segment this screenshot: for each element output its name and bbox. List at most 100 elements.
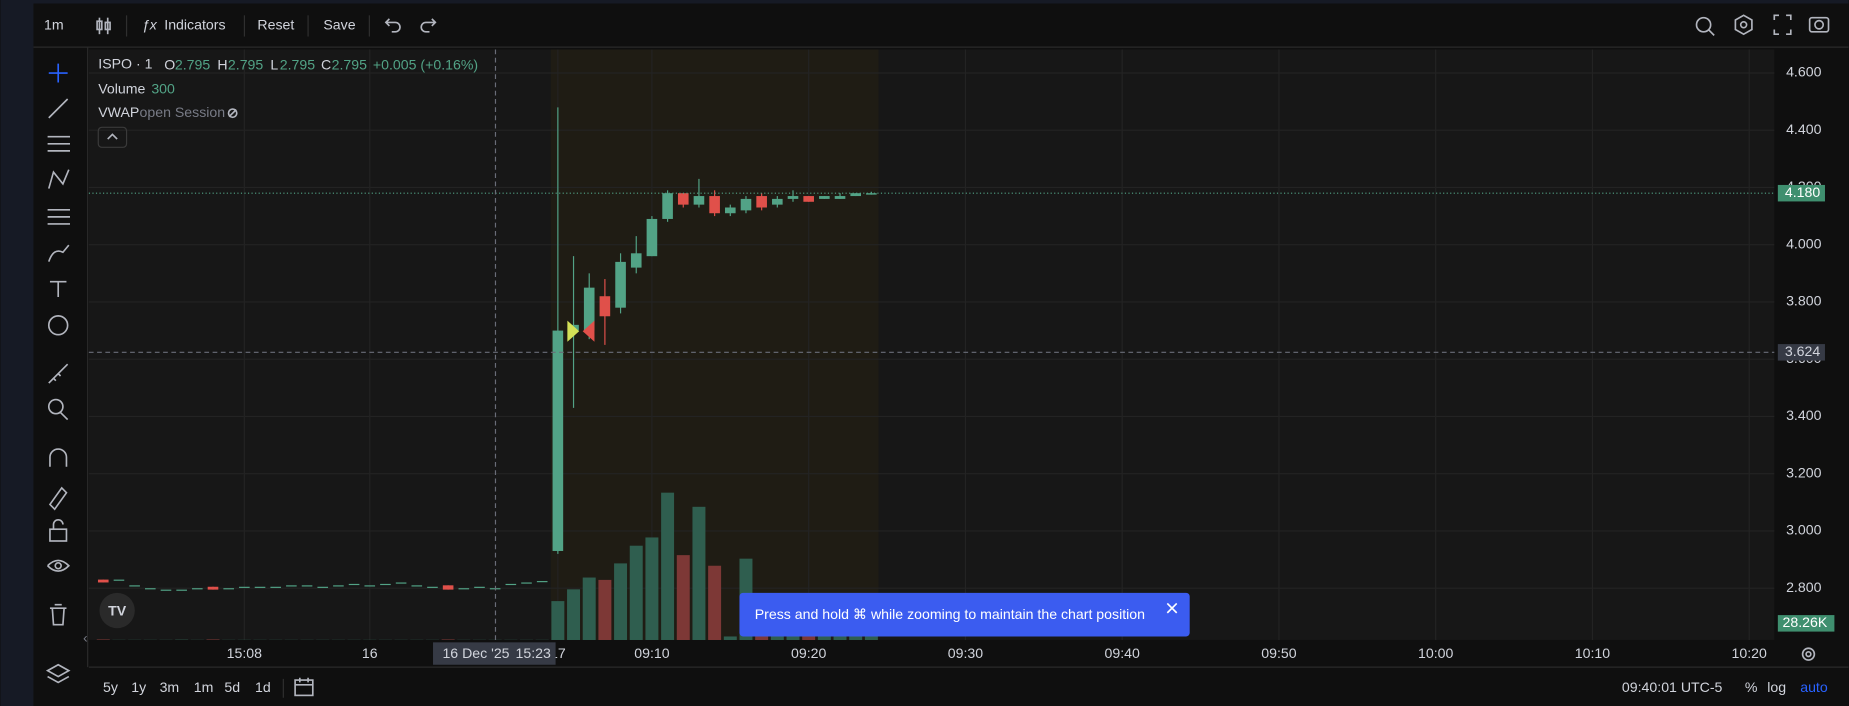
volume-bar: [629, 545, 643, 640]
volume-bar: [614, 563, 628, 640]
chart-type-icon[interactable]: [96, 17, 111, 35]
save-button[interactable]: Save: [323, 17, 355, 33]
reset-button[interactable]: Reset: [257, 17, 294, 33]
candle-body: [113, 579, 125, 581]
sell-marker: [582, 320, 595, 342]
y-tick-label: 3.200: [1786, 464, 1821, 480]
toast-close[interactable]: [1166, 602, 1178, 614]
candle-body: [615, 261, 626, 308]
range-button[interactable]: 1m: [194, 679, 214, 695]
crosshair-time: 15:23: [516, 645, 551, 661]
candle-body: [599, 296, 611, 317]
crosshair-price-label: 3.624: [1785, 343, 1820, 359]
legend-key: O: [164, 57, 175, 73]
legend-args: open Session: [140, 104, 226, 120]
legend-change: +0.005 (+0.16%): [373, 57, 478, 73]
volume-bar: [206, 639, 220, 640]
legend-key: VWAP: [98, 104, 139, 120]
candle-body: [866, 193, 877, 195]
candle-body: [834, 196, 846, 199]
top-right-icons[interactable]: [1695, 14, 1830, 36]
volume-bar: [567, 589, 581, 640]
last-price-box: [1777, 184, 1825, 202]
legend-value: 2.795: [332, 57, 367, 73]
x-tick-label: 09:40: [1105, 645, 1140, 661]
percent-toggle[interactable]: %: [1745, 679, 1758, 695]
volume-bar: [692, 506, 706, 640]
range-button[interactable]: 1d: [255, 679, 271, 695]
volume-bar: [582, 577, 596, 640]
goto-date-icon[interactable]: [294, 677, 314, 697]
clock: 09:40:01 UTC-5: [1622, 679, 1723, 695]
candle-body: [458, 588, 470, 590]
plot-bg: [88, 49, 1775, 640]
candle-body: [97, 579, 109, 583]
range-button[interactable]: 1y: [131, 679, 147, 695]
symbol: ISPO · 1: [98, 56, 152, 72]
candle-body: [380, 583, 391, 586]
hidden-icon[interactable]: [227, 108, 238, 119]
range-button[interactable]: 3m: [160, 679, 180, 695]
candle-body: [709, 196, 720, 214]
collapse-legend[interactable]: [97, 126, 128, 148]
crosshair-date: 16 Dec '25: [442, 645, 509, 661]
y-tick-label: 3.400: [1786, 407, 1821, 423]
volume-bar: [441, 639, 455, 640]
candle-body: [583, 287, 595, 331]
interval-button[interactable]: 1m: [44, 17, 64, 33]
candle-body: [552, 330, 564, 551]
volume-label-box: [1777, 615, 1835, 632]
candle-body: [803, 196, 814, 202]
candle-body: [348, 583, 360, 586]
logo[interactable]: [99, 592, 135, 629]
legend-value: 2.795: [175, 57, 210, 73]
volume-bar: [676, 555, 690, 640]
x-tick-label: 16: [362, 645, 378, 661]
volume-label: 28.26K: [1783, 614, 1828, 630]
candle-body: [505, 583, 517, 586]
volume-bar: [723, 636, 737, 640]
x-tick-label: 09:10: [634, 645, 669, 661]
candle-body: [411, 585, 423, 587]
candle-body: [270, 586, 282, 588]
candle-body: [521, 582, 532, 584]
legend-key: L: [270, 57, 278, 73]
legend-key: H: [217, 57, 227, 73]
legend-value: 2.795: [280, 57, 315, 73]
x-tick-label: 09:30: [948, 645, 983, 661]
candle-body: [677, 193, 689, 205]
crosshair-time-box: [433, 642, 556, 665]
auto-toggle[interactable]: auto: [1800, 679, 1828, 695]
candle-body: [662, 193, 673, 219]
log-toggle[interactable]: log: [1767, 679, 1786, 695]
candle-body: [772, 198, 783, 205]
candle-body: [819, 196, 830, 199]
y-tick-label: 4.400: [1786, 121, 1821, 137]
collapse-arrow[interactable]: ‹: [83, 630, 88, 646]
range-button[interactable]: 5y: [103, 679, 119, 695]
last-price-label: 4.180: [1785, 184, 1820, 200]
crosshair-price-box: [1777, 344, 1825, 361]
redo-icon[interactable]: [420, 18, 437, 33]
range-button[interactable]: 5d: [224, 679, 240, 695]
y-tick-label: 3.800: [1786, 293, 1821, 309]
candle-body: [442, 585, 454, 590]
candle-body: [364, 585, 376, 587]
candle-body: [536, 581, 548, 583]
volume-bar: [645, 537, 659, 640]
volume-bar: [708, 565, 722, 640]
legend-key: C: [321, 57, 331, 73]
settings-icon[interactable]: [1801, 647, 1816, 661]
toast-text: Press and hold ⌘ while zooming to mainta…: [755, 606, 1145, 622]
volume-bar: [661, 492, 675, 640]
x-tick-label: 15:08: [227, 645, 262, 661]
candle-body: [427, 586, 438, 588]
legend-key: Volume: [98, 80, 145, 96]
fx-icon[interactable]: ƒx: [142, 17, 158, 33]
indicators-button[interactable]: Indicators: [164, 17, 225, 33]
undo-icon[interactable]: [384, 18, 401, 33]
drawing-tools[interactable]: [45, 63, 71, 684]
